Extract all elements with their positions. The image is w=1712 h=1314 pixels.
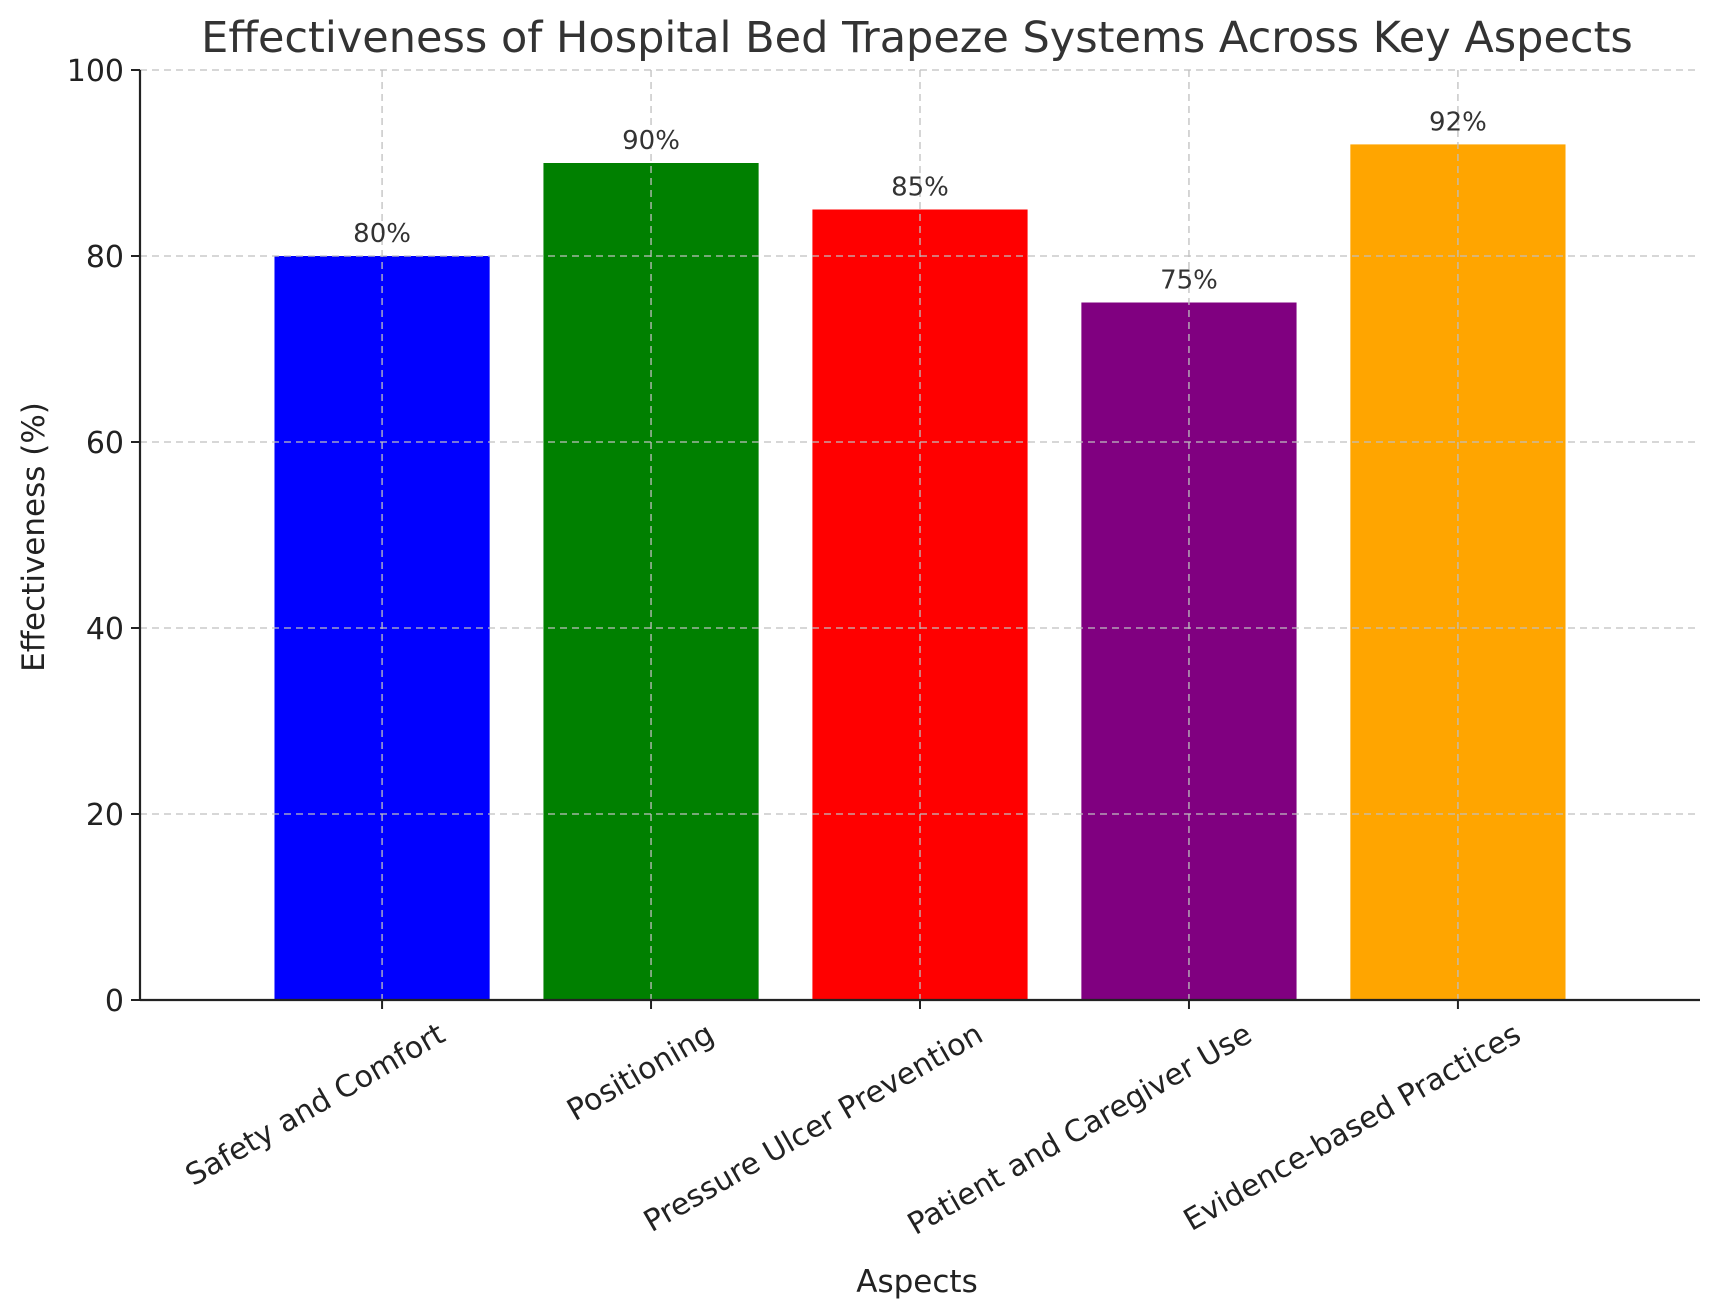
data-labels: 80% 90% 85% 75% 92% (353, 107, 1487, 295)
y-tick-label-2: 20 (86, 798, 124, 833)
y-tick-label-5: 80 (86, 240, 124, 275)
data-label-2: 90% (622, 126, 680, 156)
y-tick-labels: 0 20 40 60 80 100 (67, 54, 124, 1019)
y-tick-label-4: 60 (86, 426, 124, 461)
y-tick-label-3: 40 (86, 612, 124, 647)
x-tick-label-2: Positioning (561, 1017, 720, 1129)
data-label-3: 85% (891, 173, 949, 203)
y-tick-label-1: 0 (105, 984, 124, 1019)
data-label-5: 92% (1429, 107, 1487, 137)
y-tick-label-6: 100 (67, 54, 124, 89)
bar-5 (1350, 144, 1566, 1000)
y-axis-label: Effectiveness (%) (16, 402, 52, 672)
chart-title: Effectiveness of Hospital Bed Trapeze Sy… (201, 13, 1633, 63)
x-tick-label-1: Safety and Comfort (180, 1017, 451, 1194)
bars (274, 144, 1566, 1000)
x-axis-label: Aspects (856, 1264, 977, 1300)
axes (131, 69, 1700, 1009)
grid-lines (140, 69, 1700, 1000)
data-label-4: 75% (1160, 266, 1218, 296)
data-label-1: 80% (353, 219, 411, 249)
